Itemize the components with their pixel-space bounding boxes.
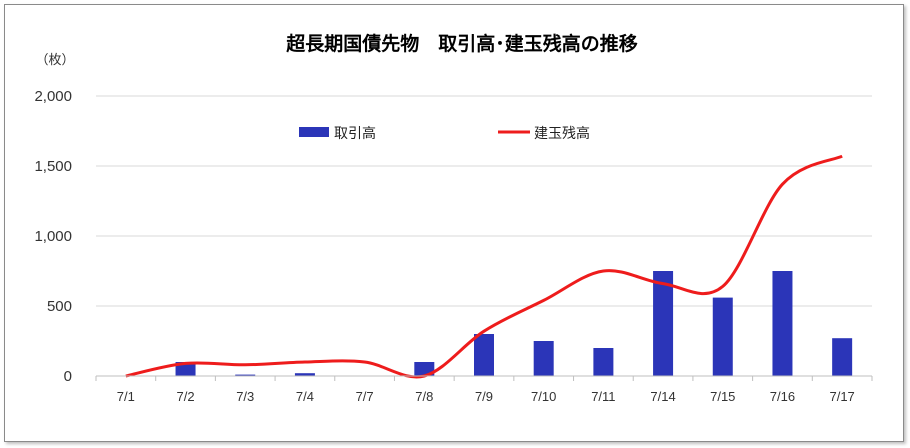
y-axis-ticks: 2,000 1,500 1,000 500 0	[34, 88, 72, 385]
x-tick-label: 7/1	[117, 389, 135, 404]
open-interest-line	[125, 154, 843, 379]
x-tick-label: 7/16	[770, 389, 795, 404]
x-tick-label: 7/4	[296, 389, 314, 404]
gridlines	[96, 95, 872, 307]
x-tick-label: 7/14	[650, 389, 675, 404]
legend-swatch-trading-volume	[299, 127, 329, 137]
legend-label-open-interest: 建玉残高	[534, 125, 590, 142]
x-tick-label: 7/17	[829, 389, 854, 404]
x-tick-label: 7/9	[475, 389, 493, 404]
bar	[712, 297, 733, 376]
x-tick-label: 7/8	[415, 389, 433, 404]
y-tick-label: 1,500	[34, 158, 72, 175]
x-tick-label: 7/10	[531, 389, 556, 404]
y-tick-label: 2,000	[34, 88, 72, 105]
legend: 取引高 建玉残高	[299, 125, 590, 142]
y-tick-label: 1,000	[34, 228, 72, 245]
bar	[832, 338, 853, 376]
bar	[653, 271, 674, 376]
x-axis: 7/1 7/2 7/3 7/4 7/7 7/8 7/9 7/10 7/11 7/14 7/15 7/1…	[95, 375, 873, 404]
y-tick-label: 0	[64, 368, 72, 385]
bar	[533, 341, 554, 376]
bar	[772, 271, 793, 376]
bar	[235, 374, 256, 376]
bar	[294, 373, 315, 376]
y-tick-label: 500	[47, 298, 72, 315]
legend-label-trading-volume: 取引高	[334, 125, 376, 142]
x-tick-label: 7/2	[176, 389, 194, 404]
bar-series	[175, 271, 853, 376]
bar	[593, 348, 614, 376]
chart-title: 超長期国債先物 取引高･建玉残高の推移	[285, 32, 638, 55]
x-tick-label: 7/15	[710, 389, 735, 404]
x-tick-label: 7/7	[356, 389, 374, 404]
x-tick-label: 7/3	[236, 389, 254, 404]
y-axis-unit: （枚）	[35, 53, 74, 68]
line-series	[125, 154, 843, 379]
bar	[414, 362, 435, 376]
x-tick-label: 7/11	[591, 389, 615, 404]
bar	[474, 334, 494, 376]
